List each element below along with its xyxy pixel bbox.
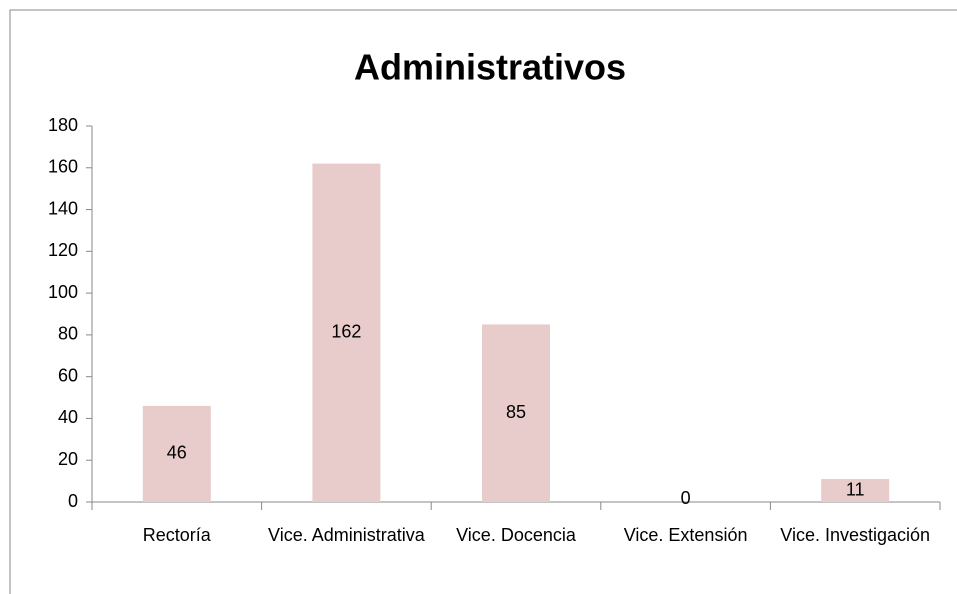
y-tick-label: 60 <box>58 365 78 385</box>
data-label: 85 <box>506 402 526 422</box>
data-label: 162 <box>331 322 361 342</box>
y-tick-label: 40 <box>58 407 78 427</box>
y-tick-label: 140 <box>48 198 78 218</box>
y-tick-label: 100 <box>48 282 78 302</box>
x-tick-label: Vice. Docencia <box>456 525 576 545</box>
data-label: 0 <box>681 488 691 508</box>
y-tick-label: 0 <box>68 491 78 511</box>
x-tick-label: Rectoría <box>142 525 211 545</box>
chart-border <box>9 9 957 594</box>
bar <box>821 479 890 502</box>
x-tick-label: Vice. Administrativa <box>268 525 425 545</box>
y-tick-label: 120 <box>48 240 78 260</box>
x-tick-label: Vice. Investigación <box>780 525 931 545</box>
bar <box>482 324 550 502</box>
bar <box>312 163 381 502</box>
data-label: 11 <box>846 479 865 499</box>
bar <box>142 405 211 502</box>
chart-title: Administrativos <box>354 47 626 88</box>
y-tick-label: 160 <box>48 157 78 177</box>
y-tick-label: 80 <box>58 324 78 344</box>
y-tick-label: 20 <box>58 449 78 469</box>
x-tick-label: Vice. Extensión <box>623 525 748 545</box>
data-label: 46 <box>167 443 187 463</box>
y-tick-label: 180 <box>48 115 78 135</box>
